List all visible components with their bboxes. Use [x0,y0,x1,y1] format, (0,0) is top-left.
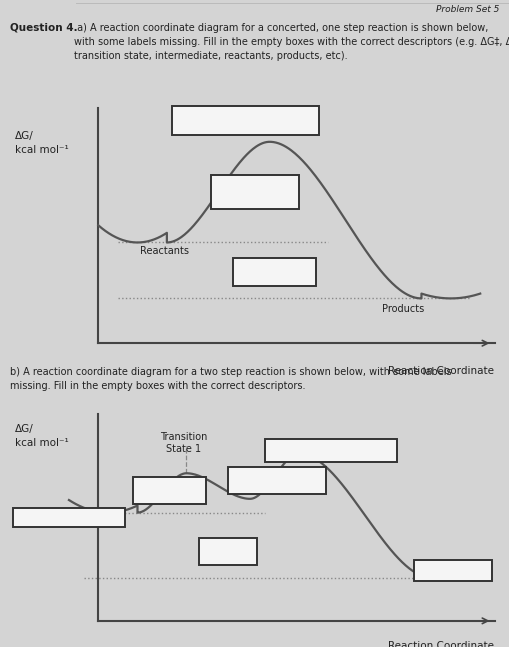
Text: Reactants: Reactants [139,246,188,256]
FancyBboxPatch shape [172,106,318,135]
FancyBboxPatch shape [413,560,492,580]
Text: Reaction Coordinate: Reaction Coordinate [387,366,493,375]
Text: Transition
State 1: Transition State 1 [160,432,207,454]
FancyBboxPatch shape [233,258,316,286]
Text: a) A reaction coordinate diagram for a concerted, one step reaction is shown bel: a) A reaction coordinate diagram for a c… [74,23,509,61]
FancyBboxPatch shape [132,477,206,504]
Text: Reaction Coordinate: Reaction Coordinate [387,641,493,647]
Text: b) A reaction coordinate diagram for a two step reaction is shown below, with so: b) A reaction coordinate diagram for a t… [10,367,451,391]
Text: Question 4.: Question 4. [10,23,78,32]
FancyBboxPatch shape [199,538,257,565]
FancyBboxPatch shape [228,467,325,494]
Text: Problem Set 5: Problem Set 5 [436,5,499,14]
Text: ΔG/
kcal mol⁻¹: ΔG/ kcal mol⁻¹ [15,131,69,155]
Text: Products: Products [382,304,423,314]
FancyBboxPatch shape [13,508,125,527]
FancyBboxPatch shape [264,439,396,463]
FancyBboxPatch shape [211,175,298,209]
Text: ΔG/
kcal mol⁻¹: ΔG/ kcal mol⁻¹ [15,424,69,448]
